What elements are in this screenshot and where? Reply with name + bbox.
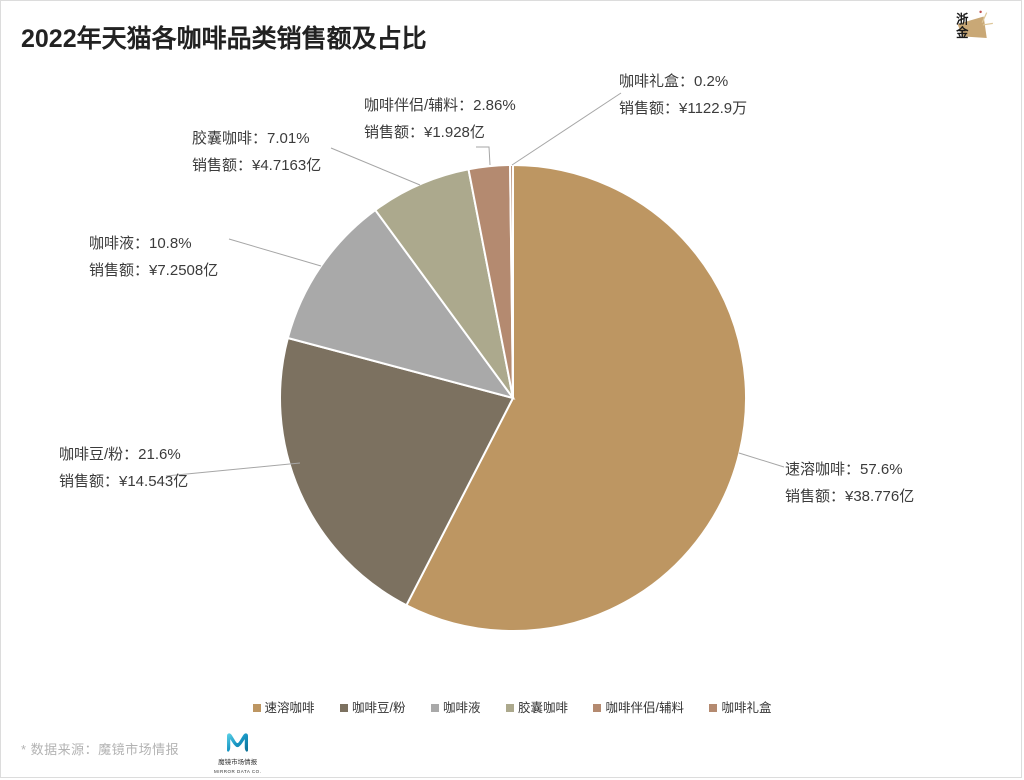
svg-text:浙: 浙	[956, 11, 969, 26]
svg-text:金: 金	[955, 25, 969, 40]
